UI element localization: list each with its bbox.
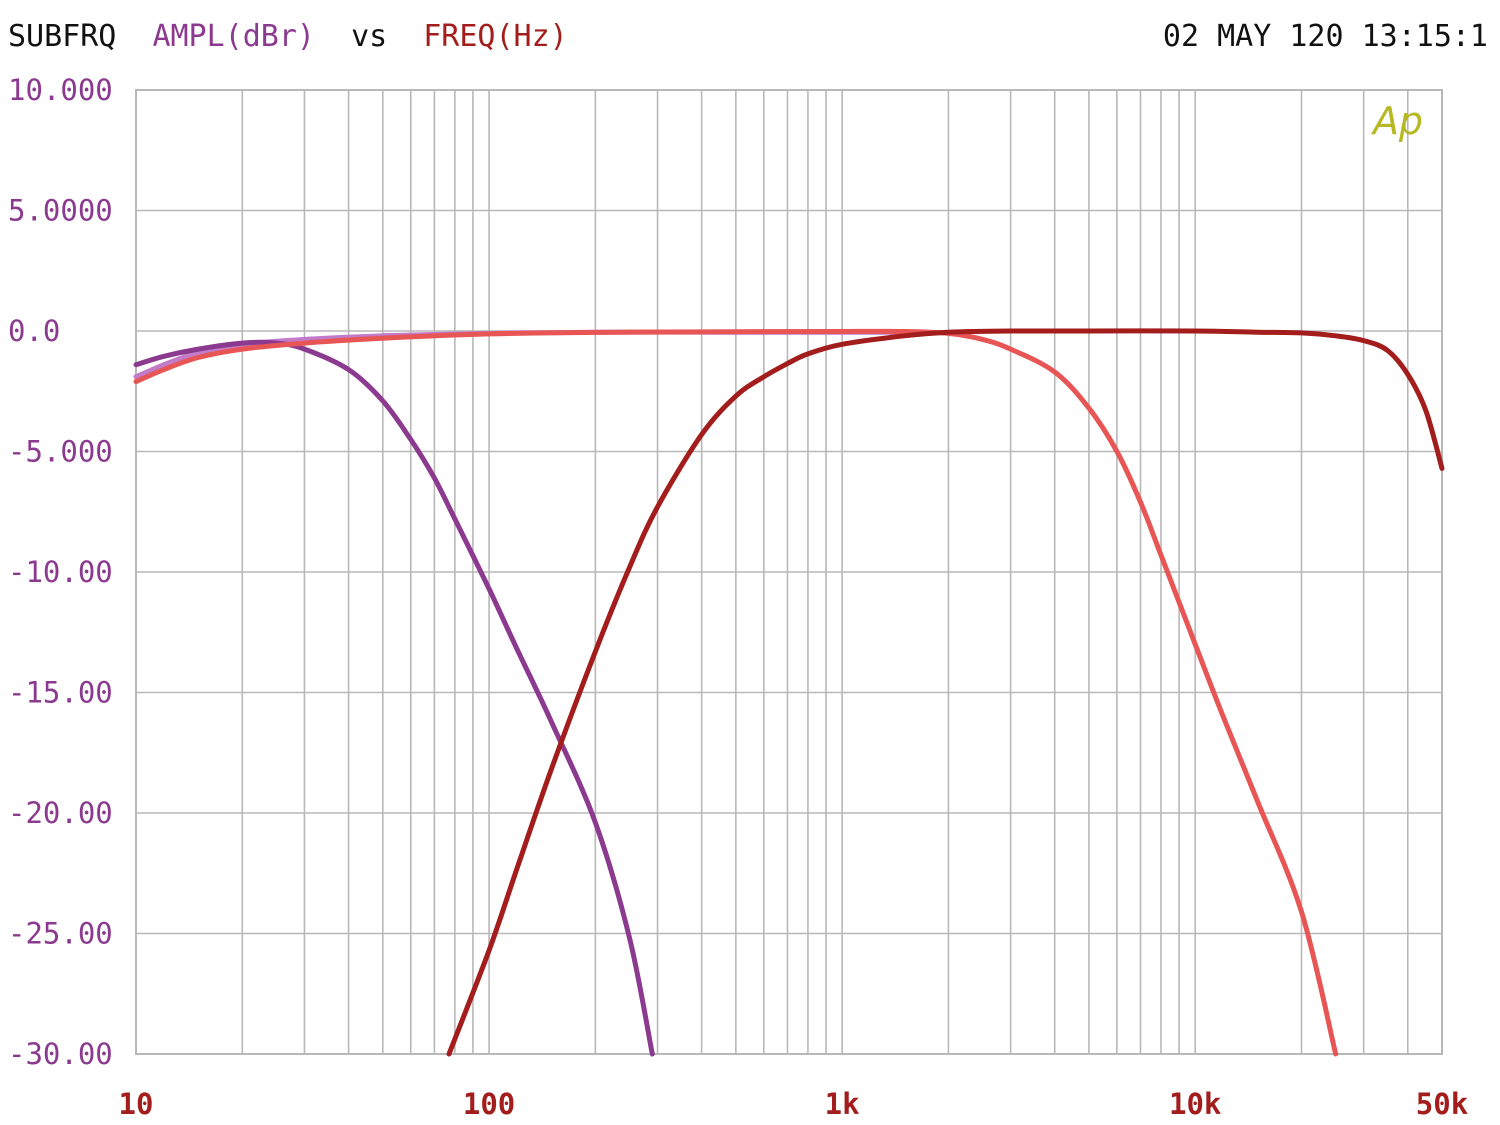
plot-frame xyxy=(135,89,1443,1055)
chart-title: SUBFRQ AMPL(dBr) vs FREQ(Hz) xyxy=(8,19,568,54)
title-prefix: SUBFRQ xyxy=(8,19,116,54)
series-line-4 xyxy=(446,328,1445,1057)
x-tick-label: 50k xyxy=(1416,1087,1468,1121)
y-tick-label: 0.0 xyxy=(8,314,60,348)
ap-logo: Ap xyxy=(1370,99,1423,143)
y-axis-tick-labels: 10.000 5.0000 0.0 -5.000 -10.00 -15.00 -20.00 -… xyxy=(8,73,113,1071)
timestamp: 02 MAY 120 13:15:1 xyxy=(1163,19,1488,54)
series-lines xyxy=(133,328,1445,1057)
y-tick-label: -20.00 xyxy=(8,796,113,830)
grid xyxy=(136,90,1442,1054)
series-line-2 xyxy=(133,339,655,1057)
x-tick-label: 10 xyxy=(119,1087,154,1121)
y-tick-label: 10.000 xyxy=(8,73,113,107)
series-line-3 xyxy=(133,328,1339,1057)
x-axis-quantity: FREQ(Hz) xyxy=(423,19,568,54)
y-tick-label: -10.00 xyxy=(8,555,113,589)
y-tick-label: 5.0000 xyxy=(8,194,113,228)
x-tick-label: 1k xyxy=(825,1087,860,1121)
y-tick-label: -15.00 xyxy=(8,676,113,710)
x-axis-tick-labels: 10 100 1k 10k 50k xyxy=(119,1087,1469,1121)
title-connector: vs xyxy=(351,19,387,54)
y-tick-label: -25.00 xyxy=(8,917,113,951)
x-tick-label: 100 xyxy=(463,1087,515,1121)
y-axis-quantity: AMPL(dBr) xyxy=(152,19,315,54)
x-tick-label: 10k xyxy=(1169,1087,1221,1121)
y-tick-label: -30.00 xyxy=(8,1037,113,1071)
y-tick-label: -5.000 xyxy=(8,435,113,469)
series-line-1 xyxy=(133,329,907,380)
